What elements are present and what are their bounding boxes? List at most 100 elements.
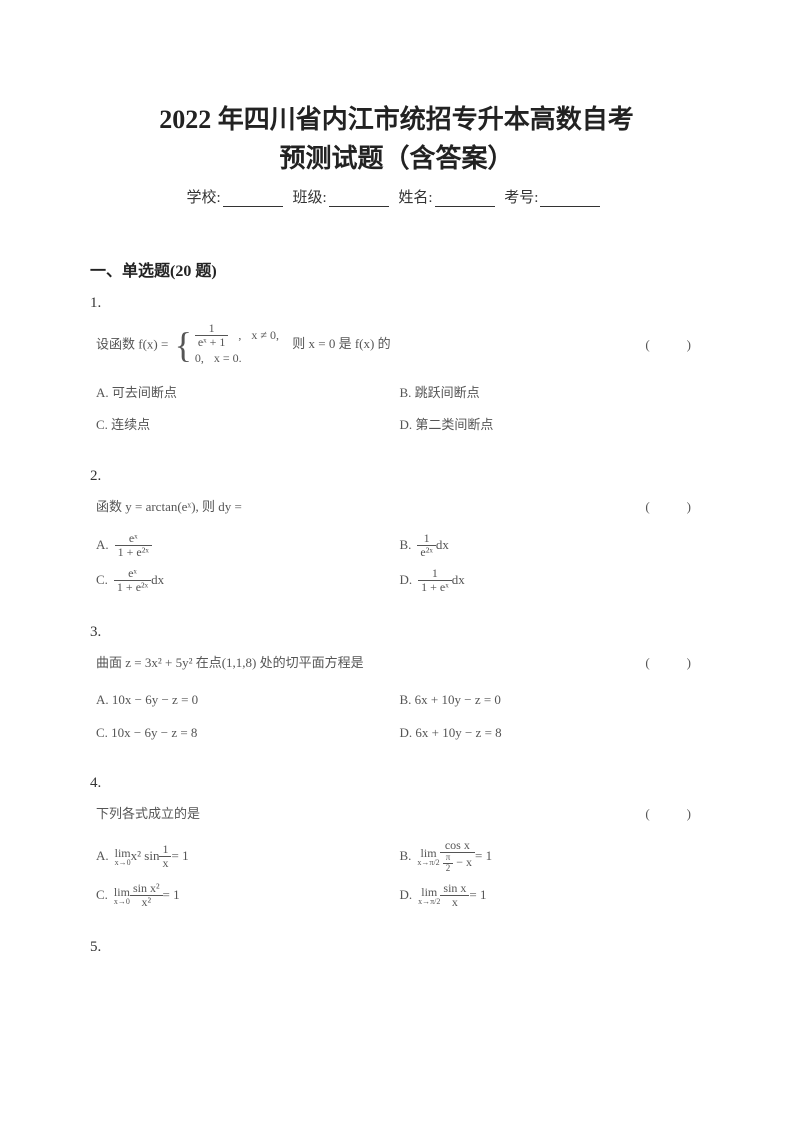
q5-number: 5. xyxy=(90,939,703,956)
q4-optA-eq: = 1 xyxy=(171,844,188,869)
q4-optC-lim-under: x→0 xyxy=(114,898,130,906)
q4-optA-label: A. xyxy=(96,844,109,869)
q2-number: 2. xyxy=(90,468,703,485)
q4-option-d[interactable]: D. lim x→π/2 sin x x = 1 xyxy=(400,878,704,913)
q3-stem: 曲面 z = 3x² + 5y² 在点(1,1,8) 处的切平面方程是 ( ) xyxy=(96,651,703,676)
q2-optD-den: 1 + eˣ xyxy=(418,581,452,594)
q4-optB-den-post: − x xyxy=(456,855,472,869)
q4-number: 4. xyxy=(90,775,703,792)
q1-case1: 1 eˣ + 1 , x ≠ 0, xyxy=(195,322,279,349)
q3-options: A. 10x − 6y − z = 0 B. 6x + 10y − z = 0 … xyxy=(96,684,703,749)
q4-optD-eq: = 1 xyxy=(469,883,486,908)
exam-id-blank[interactable] xyxy=(540,193,600,207)
q2-optC-num: eˣ xyxy=(114,567,151,581)
q3-option-d[interactable]: D. 6x + 10y − z = 8 xyxy=(400,717,704,750)
q1-stem-text: 设函数 f(x) = { 1 eˣ + 1 , x ≠ 0, xyxy=(96,322,645,369)
q4-optB-lim: lim x→π/2 xyxy=(417,847,439,867)
q1-case2: 0, x = 0. xyxy=(195,349,279,368)
question-3: 3. 曲面 z = 3x² + 5y² 在点(1,1,8) 处的切平面方程是 (… xyxy=(90,624,703,749)
q4-optD-lim: lim x→π/2 xyxy=(418,886,440,906)
q3-answer-paren[interactable]: ( ) xyxy=(645,651,703,676)
q1-option-b[interactable]: B. 跳跃间断点 xyxy=(400,377,704,410)
q2-answer-paren[interactable]: ( ) xyxy=(645,495,703,520)
q4-optA-num: 1 xyxy=(159,843,171,857)
name-blank[interactable] xyxy=(435,193,495,207)
q2-option-d[interactable]: D. 1 1 + eˣ dx xyxy=(400,563,704,598)
q1-option-c[interactable]: C. 连续点 xyxy=(96,409,400,442)
q4-option-a[interactable]: A. lim x→0 x² sin 1 x = 1 xyxy=(96,835,400,878)
q2-stem-text: 函数 y = arctan(eˣ), 则 dy = xyxy=(96,495,645,520)
q2-optD-label: D. xyxy=(400,568,413,593)
question-4: 4. 下列各式成立的是 ( ) A. lim x→0 x² sin 1 x = … xyxy=(90,775,703,913)
q4-optB-lim-top: lim xyxy=(421,847,437,859)
q2-optC-den: 1 + e²ˣ xyxy=(114,581,151,594)
q2-stem: 函数 y = arctan(eˣ), 则 dy = ( ) xyxy=(96,495,703,520)
q4-option-c[interactable]: C. lim x→0 sin x² x² = 1 xyxy=(96,878,400,913)
q1-answer-paren[interactable]: ( ) xyxy=(645,333,703,358)
q2-optD-frac: 1 1 + eˣ xyxy=(418,567,452,594)
page-title: 2022 年四川省内江市统招专升本高数自考 预测试题（含答案） xyxy=(90,100,703,178)
q4-body: 下列各式成立的是 ( ) A. lim x→0 x² sin 1 x = 1 B… xyxy=(96,802,703,913)
q4-optA-lim-top: lim xyxy=(115,847,131,859)
q2-optA-den: 1 + e²ˣ xyxy=(115,546,152,559)
q2-optA-num: eˣ xyxy=(115,532,152,546)
q4-optB-den: π 2 − x xyxy=(440,853,475,874)
q4-optD-frac: sin x x xyxy=(440,882,469,909)
q2-optC-label: C. xyxy=(96,568,108,593)
q3-body: 曲面 z = 3x² + 5y² 在点(1,1,8) 处的切平面方程是 ( ) … xyxy=(96,651,703,749)
title-line-2: 预测试题（含答案） xyxy=(90,139,703,178)
school-blank[interactable] xyxy=(223,193,283,207)
exam-id-label: 考号: xyxy=(504,190,538,206)
q2-optD-suffix: dx xyxy=(452,568,465,593)
q1-piecewise: { 1 eˣ + 1 , x ≠ 0, 0, x = 0. xyxy=(172,322,279,369)
class-label: 班级: xyxy=(292,190,326,206)
q2-body: 函数 y = arctan(eˣ), 则 dy = ( ) A. eˣ 1 + … xyxy=(96,495,703,598)
q4-optD-lim-top: lim xyxy=(421,886,437,898)
q3-option-a[interactable]: A. 10x − 6y − z = 0 xyxy=(96,684,400,717)
q4-optC-num: sin x² xyxy=(130,882,163,896)
question-5: 5. xyxy=(90,939,703,956)
q1-case2-val: 0, xyxy=(195,349,204,368)
q4-optB-label: B. xyxy=(400,844,412,869)
q4-optC-eq: = 1 xyxy=(163,883,180,908)
q2-option-a[interactable]: A. eˣ 1 + e²ˣ xyxy=(96,528,400,563)
student-info-row: 学校: 班级: 姓名: 考号: xyxy=(90,186,703,207)
q4-optC-lim-top: lim xyxy=(114,886,130,898)
q2-option-b[interactable]: B. 1 e²ˣ dx xyxy=(400,528,704,563)
q4-optA-lim: lim x→0 xyxy=(115,847,131,867)
q1-case1-den: eˣ + 1 xyxy=(195,336,229,349)
q1-option-a[interactable]: A. 可去间断点 xyxy=(96,377,400,410)
q2-optD-num: 1 xyxy=(418,567,452,581)
q4-optA-den: x xyxy=(159,857,171,870)
q2-optA-label: A. xyxy=(96,533,109,558)
q4-answer-paren[interactable]: ( ) xyxy=(645,802,703,827)
q3-stem-text: 曲面 z = 3x² + 5y² 在点(1,1,8) 处的切平面方程是 xyxy=(96,651,645,676)
q2-option-c[interactable]: C. eˣ 1 + e²ˣ dx xyxy=(96,563,400,598)
q3-number: 3. xyxy=(90,624,703,641)
q3-option-b[interactable]: B. 6x + 10y − z = 0 xyxy=(400,684,704,717)
q1-case1-frac: 1 eˣ + 1 xyxy=(195,322,229,349)
q1-prefix: 设函数 f(x) = xyxy=(96,336,172,351)
question-1: 1. 设函数 f(x) = { 1 eˣ + 1 , x ≠ 0, xyxy=(90,295,703,442)
q4-optB-num: cos x xyxy=(440,839,475,853)
q2-optA-frac: eˣ 1 + e²ˣ xyxy=(115,532,152,559)
q2-options: A. eˣ 1 + e²ˣ B. 1 e²ˣ dx C. eˣ 1 + e²ˣ xyxy=(96,528,703,599)
class-blank[interactable] xyxy=(329,193,389,207)
q3-option-c[interactable]: C. 10x − 6y − z = 8 xyxy=(96,717,400,750)
q4-optD-lim-under: x→π/2 xyxy=(418,898,440,906)
section-heading: 一、单选题(20 题) xyxy=(90,257,703,281)
q4-optC-lim: lim x→0 xyxy=(114,886,130,906)
q4-optD-den: x xyxy=(440,896,469,909)
q4-option-b[interactable]: B. lim x→π/2 cos x π 2 − x = 1 xyxy=(400,835,704,878)
q4-optA-expr: x² sin xyxy=(131,844,160,869)
q4-options: A. lim x→0 x² sin 1 x = 1 B. lim x→π/2 xyxy=(96,835,703,913)
q1-cases: 1 eˣ + 1 , x ≠ 0, 0, x = 0. xyxy=(195,322,279,369)
school-label: 学校: xyxy=(187,190,221,206)
q2-optB-den: e²ˣ xyxy=(417,546,435,559)
q4-optD-label: D. xyxy=(400,883,413,908)
q4-stem: 下列各式成立的是 ( ) xyxy=(96,802,703,827)
q4-optB-den-den: 2 xyxy=(443,864,454,874)
q1-option-d[interactable]: D. 第二类间断点 xyxy=(400,409,704,442)
q2-optC-frac: eˣ 1 + e²ˣ xyxy=(114,567,151,594)
q4-optB-frac: cos x π 2 − x xyxy=(440,839,475,874)
